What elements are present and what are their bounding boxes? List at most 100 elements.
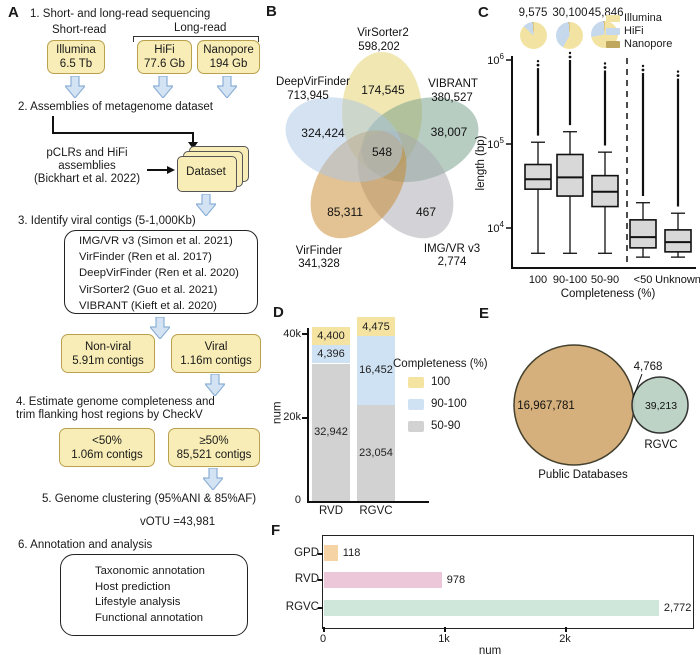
f-category-label: RVD [294,573,319,585]
pie-chart-90-100 [556,22,583,49]
x-axis [307,501,429,503]
lt50-amount: 1.06m contigs [71,448,143,461]
venn5-diagram: VirSorter2 598,202 DeepVirFinder 713,945… [276,27,480,270]
short-read-label: Short-read [52,24,107,36]
step2-text: 2. Assemblies of metagenome dataset [18,101,213,113]
d-bar-segment: 4,475 [357,317,395,337]
legend-label: Illumina [624,12,662,24]
f-bar-value: 118 [342,547,361,559]
hifi-swatch [606,27,620,35]
pie-chart-100 [520,22,547,49]
long-read-bracket [133,36,259,42]
viral-box: Viral 1.16m contigs [171,334,261,373]
down-arrow-icon [196,194,216,216]
annotation-item: Taxonomic annotation [95,565,205,577]
venn-set-name: IMG/VR v3 [424,243,480,255]
f-cat-tick [318,553,323,555]
arrowhead-icon [188,142,198,149]
venn-set-name: VirFinder [296,245,343,257]
d-segment-value: 4,396 [317,348,345,361]
svg-text:Unknown: Unknown [655,274,700,286]
down-arrow-icon [65,76,85,98]
tool-item: DeepVirFinder (Ren et al. 2020) [79,267,239,280]
hifi-box: HiFi 77.6 Gb [137,40,192,74]
venn-set-name: VIBRANT [428,78,478,90]
annotation-box: Taxonomic annotation Host prediction Lif… [60,554,248,636]
f-bar-value: 978 [446,573,466,586]
y-axis [307,328,309,503]
panel-a-label: A [8,4,19,21]
d-bar-segment: 4,396 [312,345,350,364]
legend-label: 50-90 [431,420,461,432]
lt50-name: <50% [92,434,122,447]
hbar-frame [322,535,694,629]
y-tick [302,333,307,335]
step1-text: 1. Short- and long-read sequencing [30,8,211,20]
annotation-item: Lifestyle analysis [95,596,181,608]
panel-c-label: C [478,4,489,21]
venn-set-size: 598,202 [358,41,400,53]
venn-set-size: 380,527 [431,92,473,104]
panel-e-label: E [479,305,490,322]
legend-item-100: 100 [408,376,450,388]
connector-line [192,132,194,143]
tool-item: VIBRANT (Kieft et al. 2020) [79,299,217,312]
big-circle-label: Public Databases [538,469,628,481]
d-segment-value: 23,054 [359,446,393,459]
panel-f-label: F [271,522,281,539]
completeness-100-swatch [408,376,424,388]
d-bar-segment: 4,400 [312,326,350,346]
tool-item: IMG/VR v3 (Simon et al. 2021) [79,235,233,247]
nanopore-swatch [606,40,620,48]
stacked-bar-chart: 32,942 4,396 4,400 23,054 16,452 4,475 [268,298,488,533]
y-tick-label: 0 [294,494,301,506]
step3-text: 3. Identify viral contigs (5-1,000Kb) [18,215,196,227]
tool-item: VirFinder (Ren et al. 2017) [79,251,212,264]
f-x-tick-label: 0 [319,633,327,645]
annotation-item: Functional annotation [95,611,204,624]
venn-set-name: DeepVirFinder [276,76,350,88]
viral-amount: 1.16m contigs [180,354,252,367]
panel-f: F 118 978 2,772 GPD RVD RGVC 0 1k 2k num [265,518,700,655]
nonviral-name: Non-viral [84,340,131,353]
x-category-label: RVD [318,505,344,517]
svg-text:length (bp): length (bp) [475,135,487,190]
f-bar-value: 2,772 [663,601,692,614]
f-x-tick-label: 1k [438,633,450,645]
venn-set-size: 2,774 [438,256,467,268]
tools-box: IMG/VR v3 (Simon et al. 2021) VirFinder … [64,230,258,314]
step4-line2: trim flanking host regions by CheckV [16,409,203,421]
down-arrow-icon [153,76,173,98]
viral-name: Viral [204,340,228,353]
illumina-swatch [606,14,620,22]
annotation-item: Host prediction [95,580,171,593]
hifi-name: HiFi [154,44,175,56]
y-tick-label: 20k [283,411,301,423]
panel-d: D 32,942 4,396 4,400 23,054 16,452 4,475 40k … [268,298,488,533]
legend-title: Completeness (%) [393,358,488,370]
svg-text:90-100: 90-100 [553,274,587,286]
overlap-pointer-line [632,373,643,399]
legend-item-hifi: HiFi [606,25,644,37]
down-arrow-icon [205,374,225,396]
legend-item-nanopore: Nanopore [606,38,672,50]
nonviral-box: Non-viral 5.91m contigs [61,334,155,373]
d-segment-value: 32,942 [314,426,348,439]
y-tick-label: 40k [283,328,301,340]
long-read-label: Long-read [174,22,227,34]
step5-text: 5. Genome clustering (95%ANI & 85%AF) [42,493,257,505]
down-arrow-icon [217,76,237,98]
small-circle-value: 39,213 [645,400,677,412]
d-bar-segment: 32,942 [312,363,350,501]
svg-text:Completeness (%): Completeness (%) [561,288,656,300]
nanopore-box: Nanopore 194 Gb [197,40,260,74]
venn-region-value: 324,424 [301,126,345,140]
completeness-50-90-swatch [408,420,424,432]
dataset-page-front [177,156,237,192]
hifi-amount: 77.6 Gb [144,58,185,70]
down-arrow-icon [150,317,170,339]
illumina-amount: 6.5 Tb [59,58,93,70]
d-segment-value: 4,400 [317,329,345,342]
venn-region-value: 174,545 [361,83,405,97]
ge50-amount: 85,521 contigs [176,448,252,461]
